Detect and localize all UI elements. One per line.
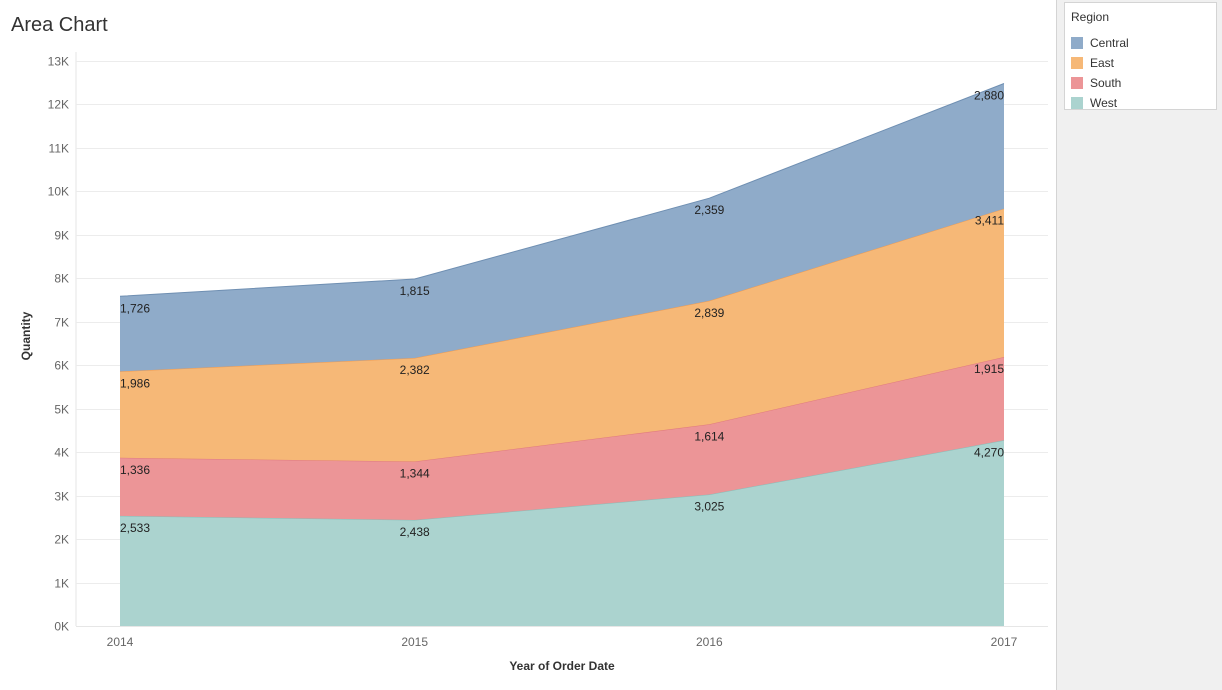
chart-title: Area Chart	[11, 14, 108, 36]
data-label-south: 1,614	[694, 429, 724, 443]
y-axis-title: Quantity	[19, 311, 33, 360]
data-label-south: 1,915	[974, 362, 1004, 376]
legend-swatch	[1071, 97, 1083, 109]
y-tick-label: 5K	[54, 403, 69, 417]
legend-swatch	[1071, 57, 1083, 69]
data-label-central: 1,815	[400, 284, 430, 298]
y-tick-label: 10K	[48, 185, 69, 199]
area-series-group[interactable]	[119, 83, 1005, 627]
x-axis-title: Year of Order Date	[509, 659, 615, 673]
y-tick-label: 8K	[54, 272, 69, 286]
data-label-west: 2,533	[120, 521, 150, 535]
y-tick-label: 11K	[49, 142, 69, 156]
data-label-south: 1,344	[400, 467, 430, 481]
color-legend[interactable]: Region Central East South West	[1064, 2, 1217, 110]
y-tick-label: 3K	[54, 490, 69, 504]
data-label-east: 2,839	[694, 306, 724, 320]
legend-label: West	[1090, 96, 1118, 110]
y-tick-label: 12K	[48, 98, 69, 112]
legend-list: Central East South West	[1071, 33, 1129, 113]
data-label-central: 1,726	[120, 301, 150, 315]
x-tick-label: 2017	[991, 635, 1018, 649]
data-label-west: 4,270	[974, 445, 1004, 459]
data-labels: 2,533 2,438 3,025 4,270 1,336 1,344 1,614 1,915…	[120, 88, 1004, 539]
data-label-central: 2,880	[974, 88, 1004, 102]
legend-label: East	[1090, 56, 1115, 70]
area-chart[interactable]: 2,533 2,438 3,025 4,270 1,336 1,344 1,614 1,915…	[0, 0, 1057, 690]
legend-swatch	[1071, 37, 1083, 49]
legend-label: Central	[1090, 36, 1129, 50]
data-label-central: 2,359	[694, 203, 724, 217]
legend-item-east[interactable]: East	[1071, 53, 1129, 73]
legend-item-south[interactable]: South	[1071, 73, 1129, 93]
area-central[interactable]	[120, 83, 1004, 372]
data-label-east: 3,411	[975, 214, 1004, 228]
area-edge-central	[119, 83, 1005, 297]
y-tick-label: 6K	[54, 359, 69, 373]
x-tick-label: 2016	[696, 635, 723, 649]
y-tick-label: 4K	[54, 446, 69, 460]
side-pane	[1057, 0, 1222, 690]
y-tick-label: 2K	[54, 533, 69, 547]
y-tick-label: 7K	[54, 316, 69, 330]
data-label-east: 2,382	[400, 363, 430, 377]
legend-item-west[interactable]: West	[1071, 93, 1129, 113]
x-axis: 2014 2015 2016 2017	[107, 635, 1018, 649]
area-west[interactable]	[120, 440, 1004, 626]
data-label-south: 1,336	[120, 463, 150, 477]
legend-item-central[interactable]: Central	[1071, 33, 1129, 53]
legend-swatch	[1071, 77, 1083, 89]
y-tick-label: 9K	[54, 229, 69, 243]
x-tick-label: 2014	[107, 635, 134, 649]
data-label-west: 3,025	[694, 499, 724, 513]
worksheet: Area Chart 2,533 2,438 3,025 4,270 1,336 1,34…	[0, 0, 1057, 690]
y-tick-label: 1K	[54, 577, 69, 591]
y-tick-label: 0K	[54, 620, 69, 634]
x-tick-label: 2015	[401, 635, 428, 649]
legend-title: Region	[1071, 10, 1110, 24]
area-east[interactable]	[120, 208, 1004, 462]
y-tick-label: 13K	[48, 55, 69, 69]
legend-label: South	[1090, 76, 1122, 90]
data-label-east: 1,986	[120, 376, 150, 390]
y-axis: 0K 1K 2K 3K 4K 5K 6K 7K 8K 9K 10K 11K 12K 13K	[48, 55, 69, 634]
data-label-west: 2,438	[400, 525, 430, 539]
area-south[interactable]	[120, 357, 1004, 520]
